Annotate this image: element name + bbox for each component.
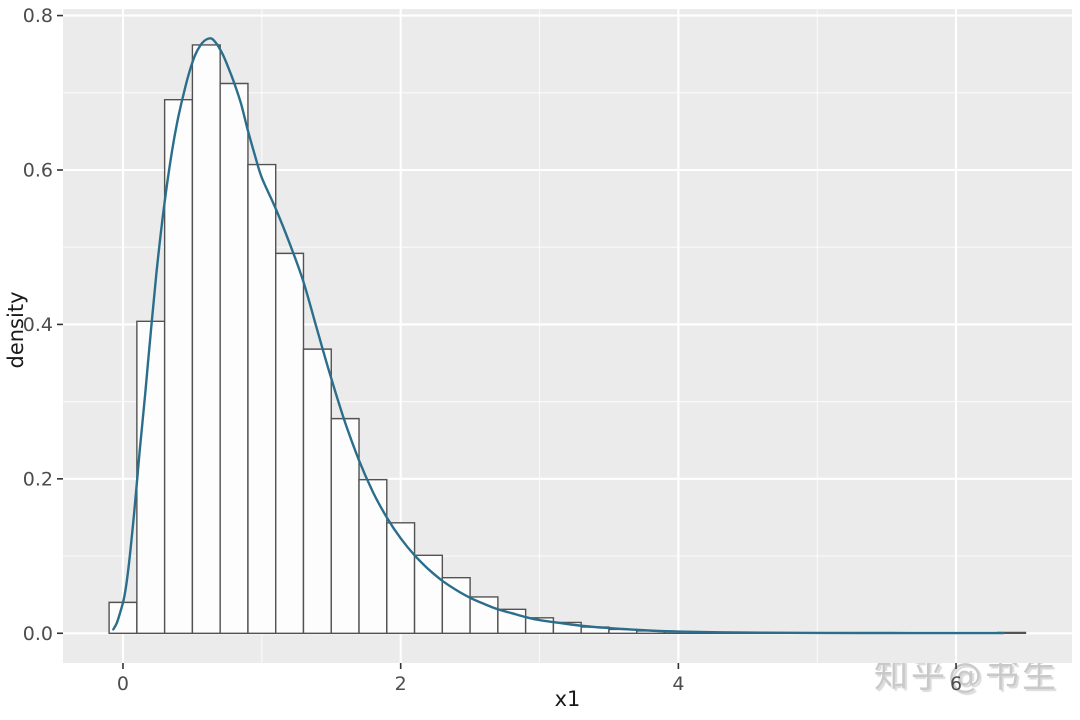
histogram-bar: [386, 522, 416, 634]
histogram-bar: [469, 596, 499, 634]
histogram-bar: [330, 417, 360, 634]
histogram-bar: [441, 576, 471, 634]
histogram-bar: [219, 82, 249, 634]
x-tick-label: 0: [117, 673, 129, 695]
histogram-bar: [191, 44, 221, 634]
histogram-bar: [302, 348, 332, 634]
y-tick-label: 0.0: [23, 623, 53, 645]
y-tick-label: 0.8: [23, 5, 53, 27]
x-axis-title: x1: [554, 687, 581, 711]
y-axis-title: density: [4, 291, 28, 369]
y-tick-label: 0.2: [23, 468, 53, 490]
histogram-bar: [136, 320, 166, 634]
histogram-bar: [275, 252, 305, 634]
x-tick-label: 2: [395, 673, 407, 695]
y-tick-label: 0.4: [23, 314, 53, 336]
y-tick-label: 0.6: [23, 159, 53, 181]
x-tick-label: 4: [672, 673, 684, 695]
x-tick-label: 6: [950, 673, 962, 695]
histogram-bar: [247, 163, 277, 634]
histogram-bar: [413, 554, 444, 634]
density-curve: [112, 37, 1005, 635]
histogram-bar: [358, 478, 388, 634]
watermark: 知乎@书生: [874, 656, 1059, 696]
